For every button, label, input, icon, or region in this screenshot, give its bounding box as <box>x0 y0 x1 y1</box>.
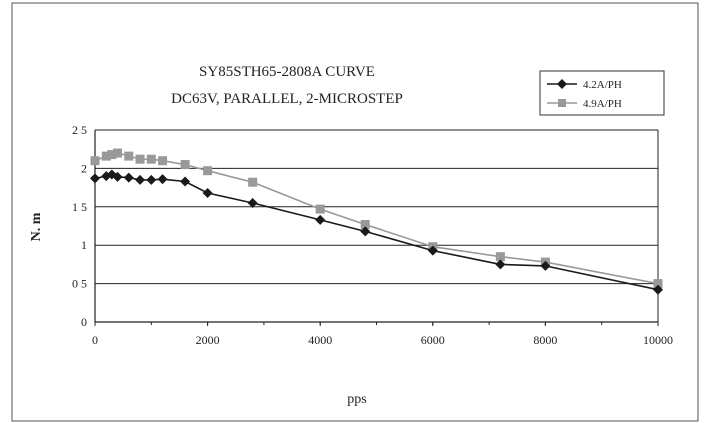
y-tick-label: 0 <box>81 315 87 329</box>
data-point-4-2a-ph <box>112 171 123 182</box>
data-point-4-2a-ph <box>540 260 551 271</box>
series-4-2a-ph <box>90 169 663 295</box>
legend-label-4-9a: 4.9A/PH <box>583 98 622 110</box>
data-point-4-9a-ph <box>113 148 123 158</box>
data-point-4-9a-ph <box>248 177 258 187</box>
data-point-4-9a-ph <box>146 154 156 164</box>
x-tick-label: 6000 <box>421 333 445 347</box>
data-point-4-9a-ph <box>315 204 325 214</box>
tick-labels: 0 0 5 1 1 5 2 2 5 0 2000 4000 6000 8000 10000 <box>72 123 673 347</box>
legend-marker-4-9a <box>558 99 566 107</box>
x-tick-label: 8000 <box>533 333 557 347</box>
data-point-4-2a-ph <box>202 187 213 198</box>
data-point-4-9a-ph <box>158 156 168 166</box>
data-point-4-9a-ph <box>495 252 505 262</box>
chart-title: SY85STH65-2808A CURVE <box>199 64 375 80</box>
data-point-4-2a-ph <box>247 197 258 208</box>
data-point-4-2a-ph <box>360 226 371 237</box>
y-tick-label: 0 5 <box>72 277 87 291</box>
chart-subtitle: DC63V, PARALLEL, 2-MICROSTEP <box>171 91 403 107</box>
data-point-4-9a-ph <box>360 219 370 229</box>
y-tick-label: 2 <box>81 161 87 175</box>
x-tick-label: 2000 <box>196 333 220 347</box>
data-point-4-9a-ph <box>107 150 117 160</box>
legend-marker-4-2a <box>557 79 567 89</box>
x-tick-label: 0 <box>92 333 98 347</box>
data-point-4-2a-ph <box>653 284 663 295</box>
data-point-4-2a-ph <box>315 214 326 225</box>
data-point-4-2a-ph <box>123 172 134 183</box>
data-point-4-9a-ph <box>101 151 111 161</box>
y-tick-label: 1 5 <box>72 200 87 214</box>
data-point-4-9a-ph <box>203 166 213 176</box>
series-group <box>90 148 663 295</box>
x-tick-label: 4000 <box>308 333 332 347</box>
legend-label-4-2a: 4.2A/PH <box>583 79 622 91</box>
data-point-4-2a-ph <box>427 245 438 256</box>
y-axis-label: N. m <box>29 212 44 241</box>
x-tick-label: 10000 <box>643 333 673 347</box>
data-point-4-2a-ph <box>146 174 157 185</box>
data-point-4-2a-ph <box>90 173 100 184</box>
y-tick-label: 2 5 <box>72 123 87 137</box>
x-axis-label: pps <box>347 392 366 407</box>
data-point-4-2a-ph <box>495 259 506 270</box>
data-point-4-9a-ph <box>90 156 100 166</box>
data-point-4-9a-ph <box>653 279 663 289</box>
data-point-4-9a-ph <box>124 151 134 161</box>
data-point-4-2a-ph <box>180 176 191 187</box>
data-point-4-2a-ph <box>135 174 146 185</box>
data-point-4-2a-ph <box>157 174 168 185</box>
data-point-4-9a-ph <box>135 154 145 164</box>
data-point-4-9a-ph <box>180 160 190 170</box>
legend-box <box>539 70 665 116</box>
legend: 4.2A/PH 4.9A/PH <box>539 70 665 116</box>
y-tick-label: 1 <box>81 238 87 252</box>
